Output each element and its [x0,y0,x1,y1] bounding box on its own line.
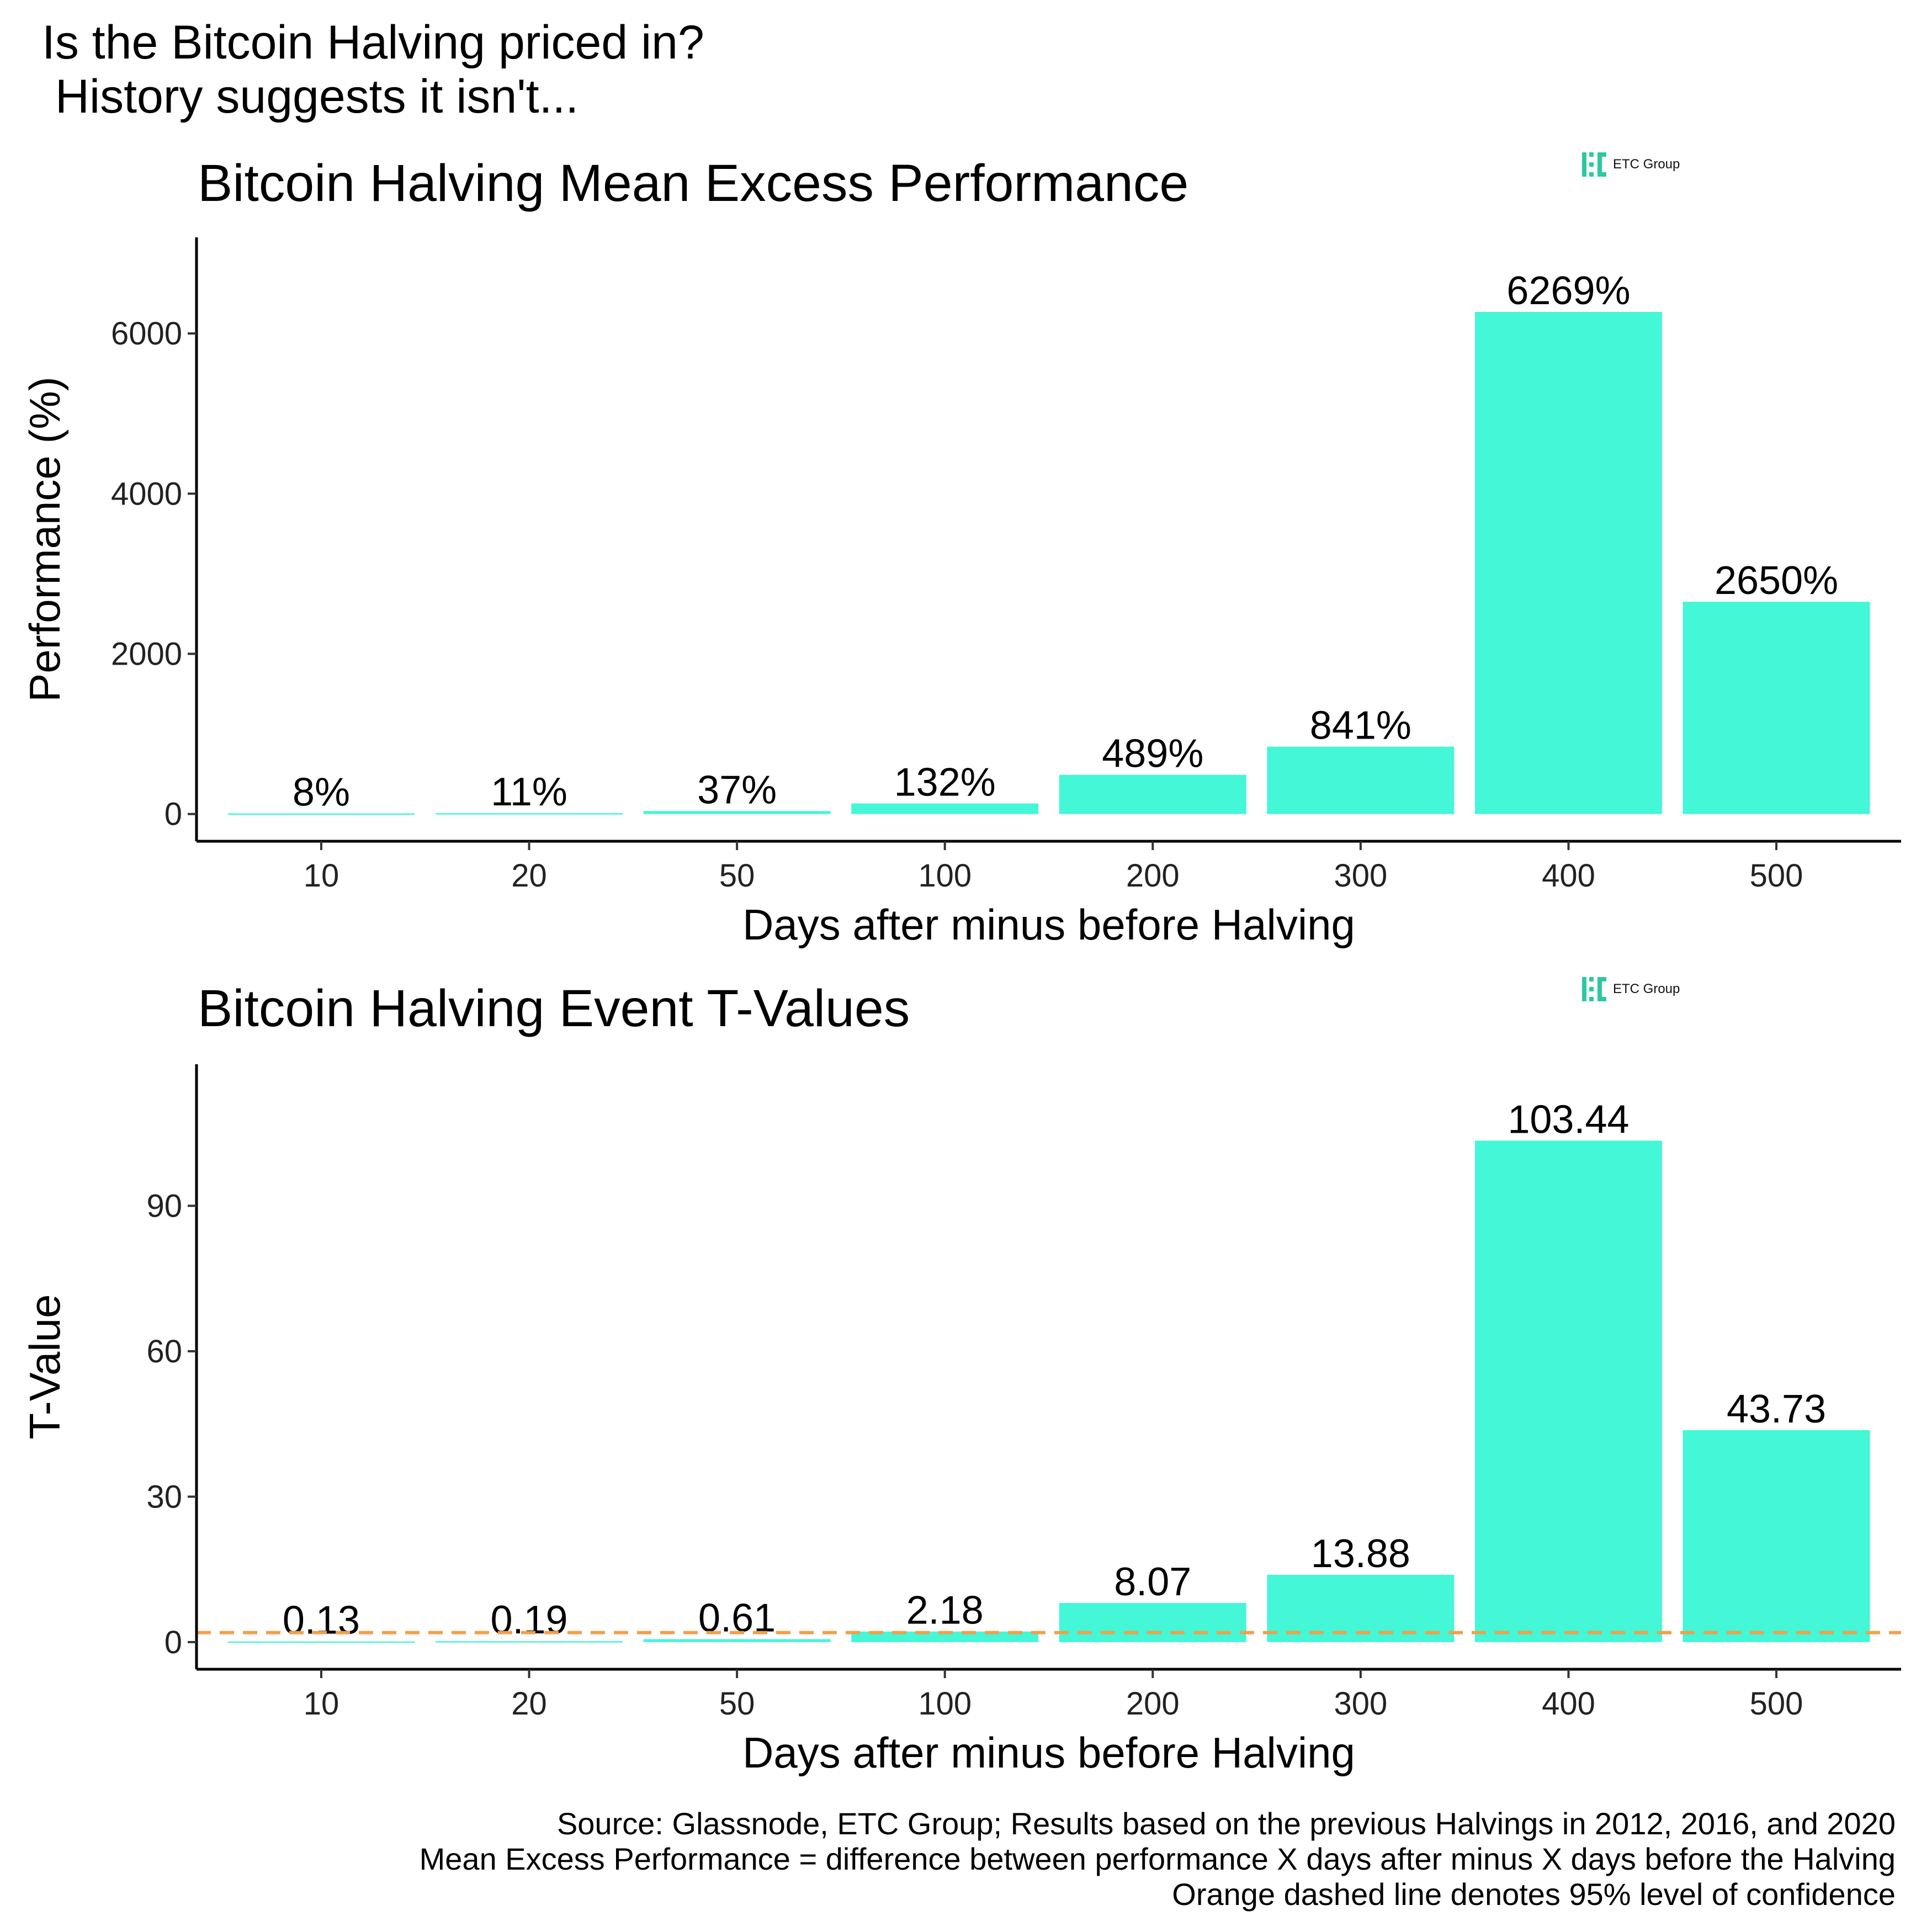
page-title-line-1: Is the Bitcoin Halving priced in? [42,16,704,69]
chart-1-x-tick-label: 300 [1334,858,1387,894]
chart-1-x-tick-label: 100 [918,858,972,894]
etc-group-logo-icon [1582,152,1606,177]
chart-2-bar-20 [436,1641,623,1643]
chart-2-y-tick-label: 0 [164,1625,182,1660]
chart-2-x-tick-label: 100 [918,1686,972,1722]
chart-2-bar-500 [1682,1430,1870,1642]
chart-2-y-tick-label: 90 [146,1188,182,1224]
page-title: Is the Bitcoin Halving priced in? Histor… [42,15,704,124]
footer-notes: Source: Glassnode, ETC Group; Results ba… [420,1806,1896,1912]
chart-1-bar-400 [1475,312,1662,814]
chart-1-bar-20 [436,813,623,815]
chart-1-y-tick-label: 0 [164,797,182,832]
chart-2-x-tick-label: 400 [1542,1686,1595,1722]
chart-2-y-tick-label: 30 [146,1479,182,1515]
chart-2-data-label-200: 8.07 [1114,1560,1191,1604]
chart-2-x-tick-label: 10 [304,1686,339,1722]
chart-2-bar-200 [1059,1602,1246,1642]
footer-source: Source: Glassnode, ETC Group; Results ba… [556,1806,1896,1841]
chart-2-x-tick-label: 50 [719,1686,755,1722]
chart-1-y-tick-label: 2000 [111,636,182,672]
etc-group-logo-text: ETC Group [1613,157,1680,172]
etc-group-logo-icon [1582,977,1606,1001]
chart-2-data-label-400: 103.44 [1508,1097,1629,1142]
chart-1-data-label-200: 489% [1102,732,1203,776]
footer-confidence-note: Orange dashed line denotes 95% level of … [1172,1877,1896,1912]
chart-2-bar-400 [1475,1140,1662,1642]
page-title-line-2: History suggests it isn't... [42,70,579,123]
chart-1-bar-50 [643,811,831,814]
chart-1-data-label-100: 132% [894,761,996,805]
chart-1-bar-500 [1682,602,1870,814]
etc-group-logo: ETC Group [1582,152,1680,177]
footer-definition: Mean Excess Performance = difference bet… [419,1841,1896,1876]
chart-1-bar-200 [1059,774,1246,814]
chart-1-bar-300 [1267,746,1455,814]
chart-2-bar-10 [227,1641,415,1643]
chart-1-x-tick-label: 20 [511,858,547,894]
chart-2-data-label-10: 0.13 [283,1599,360,1643]
chart-2-data-label-500: 43.73 [1727,1387,1826,1431]
chart-1-data-label-400: 6269% [1506,269,1630,313]
chart-1-data-label-500: 2650% [1715,559,1838,603]
chart-2-x-tick-label: 300 [1334,1686,1387,1722]
chart-2-data-label-20: 0.19 [490,1598,567,1642]
chart-1-y-tick-label: 4000 [111,476,182,512]
chart-1-bar-100 [851,803,1039,814]
chart-2-title: Bitcoin Halving Event T-Values [198,979,910,1038]
chart-1-title: Bitcoin Halving Mean Excess Performance [198,154,1189,213]
chart-1-x-tick-label: 200 [1126,858,1180,894]
chart-1-x-tick-label: 500 [1750,858,1803,894]
chart-1-data-label-20: 11% [491,770,567,814]
etc-group-logo-text: ETC Group [1613,981,1680,996]
chart-2-x-axis-title: Days after minus before Halving [742,1728,1355,1777]
chart-1-x-tick-label: 50 [719,858,755,894]
chart-1-y-tick-label: 6000 [111,316,182,352]
chart-1-bar-10 [227,813,415,815]
chart-1-data-label-10: 8% [293,771,350,815]
chart-1-data-label-50: 37% [697,768,777,812]
chart-1-data-label-300: 841% [1310,704,1411,748]
chart-1-x-tick-label: 400 [1542,858,1595,894]
chart-2-bar-50 [643,1639,831,1642]
chart-1-x-tick-label: 10 [304,858,339,894]
chart-2-bar-300 [1267,1574,1455,1642]
etc-group-logo: ETC Group [1582,977,1680,1001]
chart-1-x-axis-title: Days after minus before Halving [742,900,1355,949]
chart-2-y-axis-title: T-Value [20,1294,69,1439]
chart-2-y-tick-label: 60 [146,1334,182,1370]
chart-1-y-axis-title: Performance (%) [20,376,69,702]
chart-2-x-tick-label: 20 [511,1686,547,1722]
chart-2-data-label-300: 13.88 [1311,1532,1410,1576]
chart-2-x-tick-label: 500 [1750,1686,1803,1722]
chart-2-x-tick-label: 200 [1126,1686,1180,1722]
chart-2-data-label-100: 2.18 [906,1589,984,1633]
